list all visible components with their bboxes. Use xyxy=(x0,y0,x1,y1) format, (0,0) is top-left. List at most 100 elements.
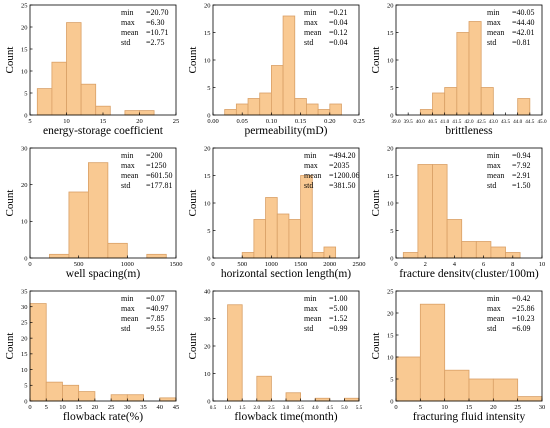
histogram-bar xyxy=(490,246,506,259)
y-tick-label: 15 xyxy=(387,173,394,180)
histogram-bar xyxy=(51,61,67,116)
stat-value: =9.55 xyxy=(146,324,165,333)
y-tick-label: 15 xyxy=(204,173,211,180)
x-tick-label: 0.00 xyxy=(207,118,218,125)
x-tick-label: 41.5 xyxy=(452,119,461,125)
histogram-panel: 0 500 1000 1500 2000 2500 0 5 10 15 20 horizontal s… xyxy=(183,143,366,285)
x-tick-label: 0.15 xyxy=(295,118,306,125)
histogram-bar xyxy=(317,109,331,116)
stat-label: std xyxy=(121,181,130,190)
histogram-bar xyxy=(66,22,82,116)
stat-label: min xyxy=(304,151,316,160)
x-tick-label: 15 xyxy=(100,118,107,125)
x-tick-label: 30 xyxy=(539,404,546,411)
stat-value: =40.05 xyxy=(512,8,535,17)
stat-value: =0.42 xyxy=(512,294,531,303)
histogram-bar xyxy=(159,397,177,402)
histogram-bar xyxy=(88,162,109,259)
x-tick-label: 10 xyxy=(441,404,448,411)
y-axis-label: Count xyxy=(370,190,382,217)
y-tick-label: 20 xyxy=(387,145,394,152)
histogram-bar xyxy=(247,98,261,116)
y-tick-label: 20 xyxy=(204,145,211,152)
y-tick-label: 10 xyxy=(387,57,394,64)
plot-frame xyxy=(29,147,177,259)
histogram-panel: 0 5 10 15 20 25 30 35 40 45 0 5 10 15 20 25 30 35 flowback… xyxy=(0,286,183,428)
histogram-bar xyxy=(107,242,128,259)
x-tick-label: 0.10 xyxy=(266,118,277,125)
y-tick-label: 0 xyxy=(24,255,27,262)
stat-value: =0.21 xyxy=(329,8,348,17)
y-axis-label: Count xyxy=(4,47,16,74)
x-tick-label: 0 xyxy=(28,404,31,411)
histogram-bar xyxy=(271,65,284,116)
histogram-bar xyxy=(480,87,494,116)
stat-value: =0.94 xyxy=(512,151,531,160)
histogram-bar xyxy=(444,87,458,116)
x-tick-label: 5.5 xyxy=(356,405,363,411)
x-tick-label: 39.5 xyxy=(404,119,413,125)
histogram-bar xyxy=(306,103,319,116)
y-tick-label: 10 xyxy=(387,200,394,207)
stat-value: =0.99 xyxy=(329,324,348,333)
x-tick-label: 3.0 xyxy=(283,405,290,411)
stat-value: =10.71 xyxy=(146,28,169,37)
histogram-bar xyxy=(446,219,463,259)
y-tick-label: 10 xyxy=(21,219,28,226)
stat-label: min xyxy=(304,8,316,17)
x-tick-label: 10 xyxy=(59,404,66,411)
stat-value: =6.30 xyxy=(146,18,165,27)
stat-label: max xyxy=(304,304,318,313)
stat-label: min xyxy=(487,151,499,160)
x-tick-label: 30 xyxy=(124,404,131,411)
histogram-bar xyxy=(276,213,290,259)
stat-value: =2035 xyxy=(329,161,350,170)
histogram-panel: 0 2 4 6 8 10 0 5 10 15 20 fracture densitv(cluster/… xyxy=(366,143,549,285)
stat-value: =177.81 xyxy=(146,181,173,190)
stat-label: min xyxy=(121,294,133,303)
x-tick-label: 15 xyxy=(75,404,82,411)
y-tick-label: 15 xyxy=(387,332,394,339)
plot-frame xyxy=(29,290,177,402)
stat-label: max xyxy=(487,304,501,313)
histogram-svg: 0.00 0.05 0.10 0.15 0.20 0.25 0 5 10 15 20 permeabi… xyxy=(187,2,365,137)
y-tick-label: 5 xyxy=(390,376,393,383)
stat-label: mean xyxy=(487,28,504,37)
stat-label: min xyxy=(121,8,133,17)
y-tick-label: 20 xyxy=(21,182,28,189)
x-tick-label: 8 xyxy=(511,261,514,268)
stat-value: =494.20 xyxy=(329,151,356,160)
stat-label: max xyxy=(487,161,501,170)
stat-label: mean xyxy=(304,314,321,323)
stat-value: =1.52 xyxy=(329,314,348,323)
histogram-panel: 39.0 39.5 40.0 40.5 41.0 41.5 42.0 42.5 43.0 43.5… xyxy=(366,0,549,142)
histogram-bar xyxy=(224,109,237,116)
x-tick-label: 0 xyxy=(394,404,397,411)
x-tick-label: 43.0 xyxy=(489,119,498,125)
x-tick-label: 6 xyxy=(482,261,486,268)
y-tick-label: 5 xyxy=(390,228,393,235)
stat-value: =2.75 xyxy=(146,38,165,47)
stat-value: =10.23 xyxy=(512,314,535,323)
y-tick-label: 0 xyxy=(207,112,210,119)
histogram-bar xyxy=(432,92,446,116)
x-tick-label: 35 xyxy=(140,404,147,411)
y-tick-label: 15 xyxy=(387,30,394,37)
histogram-bar xyxy=(146,253,167,259)
y-tick-label: 30 xyxy=(204,316,211,323)
x-tick-label: 0 xyxy=(394,261,397,268)
histogram-bar xyxy=(517,396,543,402)
stat-value: =25.86 xyxy=(512,304,535,313)
histogram-bar xyxy=(461,241,477,259)
y-axis-label: Count xyxy=(187,190,199,217)
x-tick-label: 5 xyxy=(45,404,48,411)
histogram-svg: 39.0 39.5 40.0 40.5 41.0 41.5 42.0 42.5 43.0 43.5… xyxy=(370,2,547,137)
histogram-svg: 0 2 4 6 8 10 0 5 10 15 20 fracture densitv(cluster/… xyxy=(370,145,546,280)
stat-value: =0.81 xyxy=(512,38,531,47)
x-tick-label: 10 xyxy=(539,261,546,268)
x-axis-label: well spacing(m) xyxy=(66,268,141,280)
y-tick-label: 10 xyxy=(204,371,211,378)
histogram-svg: 0 5 10 15 20 25 30 35 40 4505101520253035flowback… xyxy=(4,288,179,423)
x-tick-label: 40 xyxy=(157,404,164,411)
